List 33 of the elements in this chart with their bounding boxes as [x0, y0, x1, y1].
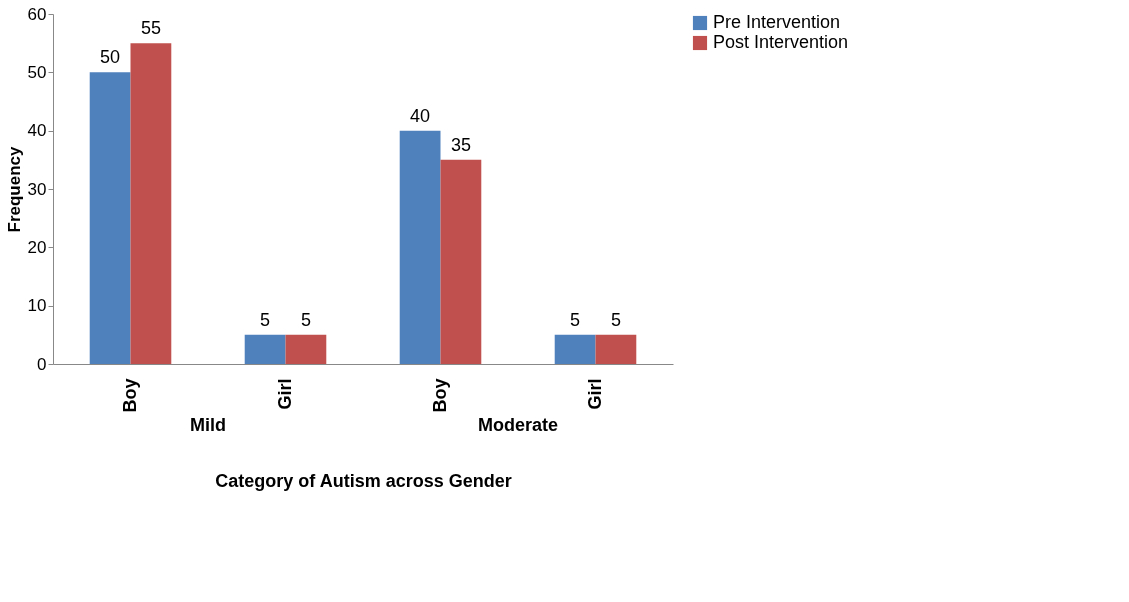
bar — [399, 130, 441, 364]
y-tick-label: 20 — [27, 237, 47, 257]
bar — [130, 43, 172, 364]
bar — [244, 334, 286, 364]
y-tick-label: 10 — [27, 296, 47, 316]
x-tick-label: Boy — [429, 378, 450, 413]
x-axis-title: Category of Autism across Gender — [215, 470, 512, 491]
bar — [89, 72, 131, 364]
data-label: 5 — [570, 309, 581, 330]
legend-label: Pre Intervention — [713, 12, 841, 32]
y-tick-label: 60 — [27, 4, 47, 24]
bar — [285, 334, 327, 364]
data-label: 5 — [610, 309, 621, 330]
x-tick-label: Girl — [584, 378, 605, 410]
bar — [595, 334, 637, 364]
data-label: 55 — [140, 18, 161, 39]
y-axis-title: Frequency — [4, 145, 24, 233]
text: Mild — [190, 415, 226, 435]
data-label: 50 — [100, 47, 121, 68]
data-label: 5 — [260, 309, 271, 330]
bar — [440, 159, 482, 364]
y-tick-label: 50 — [27, 62, 47, 82]
legend-label: Post Intervention — [713, 32, 849, 52]
data-label: 5 — [300, 309, 311, 330]
data-label: 40 — [410, 105, 431, 126]
data-label: 35 — [450, 134, 471, 155]
y-tick-label: 30 — [27, 179, 47, 199]
x-tick-label: Girl — [274, 378, 295, 410]
text: Moderate — [477, 415, 559, 435]
bar — [554, 334, 596, 364]
x-tick-label: Boy — [119, 378, 140, 413]
y-tick-label: 0 — [37, 354, 47, 374]
y-tick-label: 40 — [27, 121, 47, 141]
